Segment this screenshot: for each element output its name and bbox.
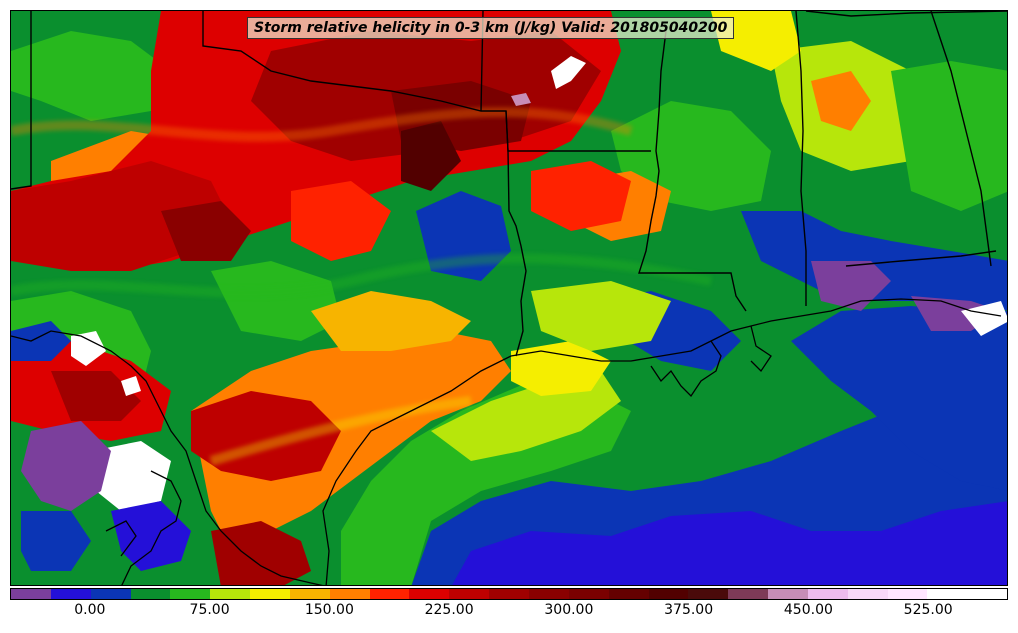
legend-color-segment [528,589,569,599]
legend-color-segment [11,589,51,599]
legend-tick-label: 300.00 [544,602,594,618]
legend-color-segment [967,589,1007,599]
legend-tick-label: 525.00 [903,602,953,618]
legend-color-segment [50,589,91,599]
legend-color-segment [369,589,410,599]
legend-color-segment [409,589,450,599]
legend-color-segment [130,589,171,599]
legend-color-segment [250,589,290,599]
legend-color-segment [927,589,968,599]
legend-color-segment [210,589,251,599]
legend-tick-label: 0.00 [74,602,106,618]
legend-color-segment [728,589,769,599]
mexico-border [11,330,323,585]
legend-color-segment [768,589,808,599]
legend-color-segment [449,589,490,599]
map-title: Storm relative helicity in 0-3 km (J/kg)… [247,17,735,39]
legend-tick-label: 75.00 [189,602,230,618]
legend-tick-label: 225.00 [424,602,474,618]
legend-color-segment [170,589,211,599]
coastline [322,298,1002,585]
legend-color-segment [289,589,330,599]
legend-color-segment [887,589,928,599]
field-texture [11,107,713,466]
legend-color-segment [329,589,370,599]
legend-color-segment [608,589,649,599]
extreme-helicity-spots [11,56,586,571]
legend-color-segment [568,589,609,599]
legend-color-segment [688,589,729,599]
legend-color-segment [648,589,689,599]
color-legend-bar [10,588,1008,600]
legend-tick-label: 150.00 [304,602,354,618]
legend-tick-label: 375.00 [664,602,714,618]
legend-color-segment [489,589,529,599]
state-boundaries [11,11,1007,357]
color-legend-ticks: 0.00 75.00 150.00 225.00 300.00 375.00 450.00 5… [10,600,1008,630]
legend-color-segment [807,589,848,599]
helicity-field-map [11,11,1007,585]
legend-color-segment [90,589,131,599]
map-panel: Storm relative helicity in 0-3 km (J/kg)… [10,10,1008,586]
legend-tick-label: 450.00 [783,602,833,618]
legend-color-segment [847,589,888,599]
